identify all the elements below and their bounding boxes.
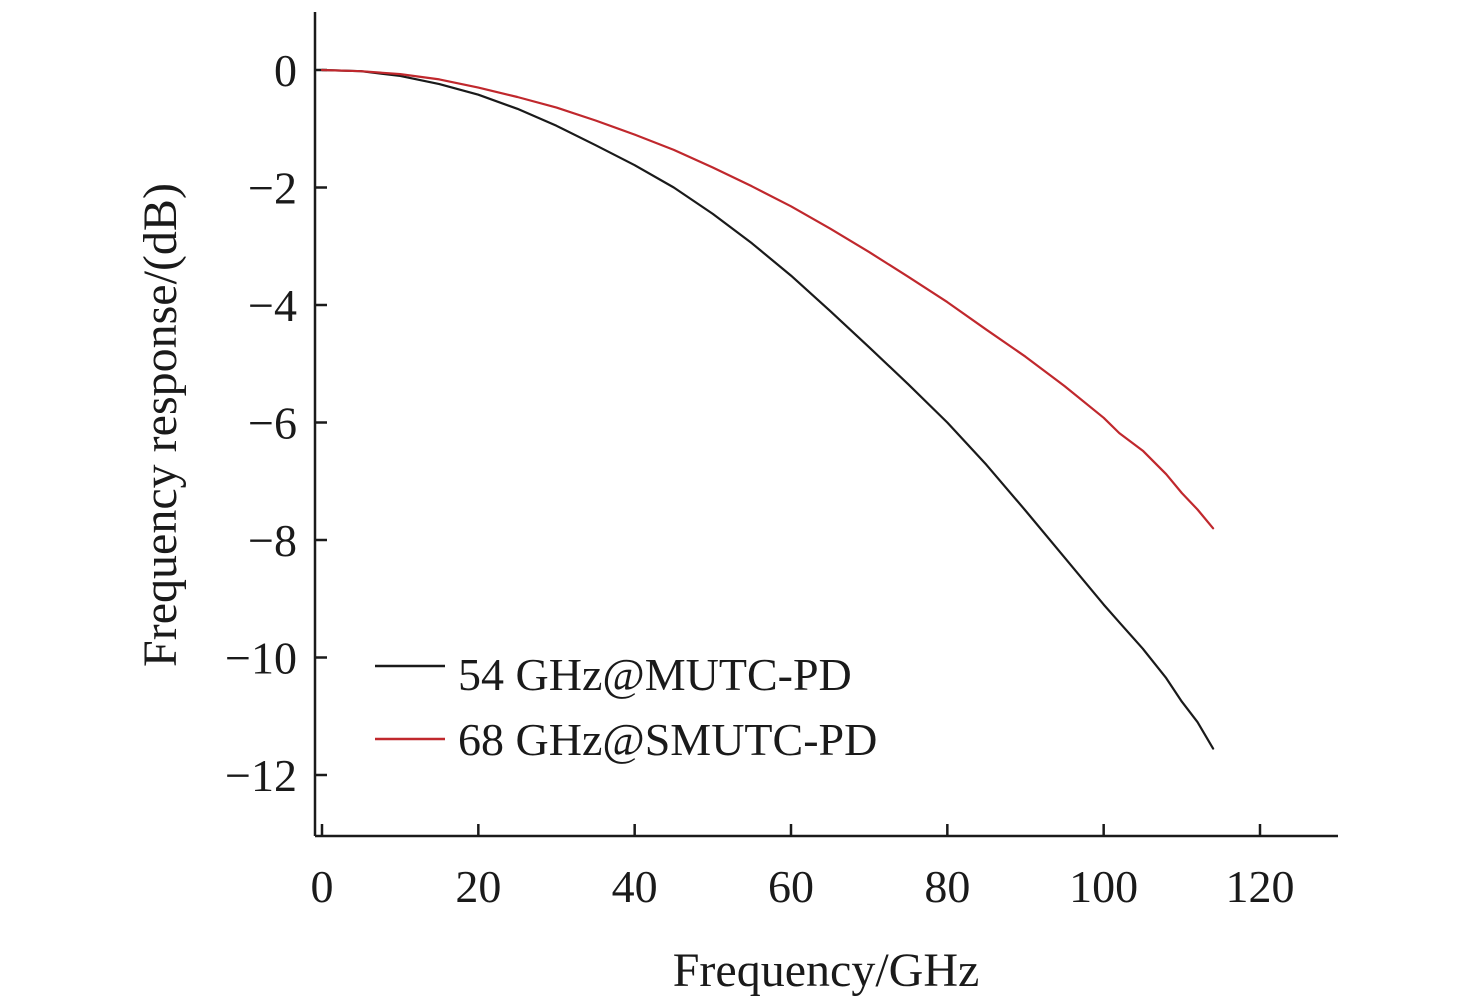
series-group <box>320 68 1215 750</box>
y-tick-label: −8 <box>248 515 297 566</box>
y-tick-label: −10 <box>225 633 297 684</box>
y-tick-label: −12 <box>225 750 297 801</box>
x-tick-label: 20 <box>455 861 501 912</box>
y-tick-label: −4 <box>248 280 297 331</box>
x-tick-label: 60 <box>768 861 814 912</box>
x-axis-label: Frequency/GHz <box>673 944 980 997</box>
series-line-1 <box>320 68 1215 530</box>
y-tick-label: −2 <box>248 163 297 214</box>
y-tick-label: 0 <box>274 45 297 96</box>
y-ticks: 0 −2 −4 −6 −8 −10 −12 <box>225 45 327 801</box>
x-tick-label: 120 <box>1226 861 1295 912</box>
legend-label-smutc: 68 GHz@SMUTC-PD <box>458 714 877 765</box>
x-tick-label: 80 <box>924 861 970 912</box>
x-ticks: 0 20 40 60 80 100 120 <box>311 824 1295 912</box>
y-axis-label: Frequency response/(dB) <box>134 183 187 667</box>
y-tick-label: −6 <box>248 398 297 449</box>
series-line-0 <box>320 68 1215 750</box>
legend: 54 GHz@MUTC-PD 68 GHz@SMUTC-PD <box>375 649 877 765</box>
x-tick-label: 0 <box>311 861 334 912</box>
x-tick-label: 100 <box>1069 861 1138 912</box>
legend-label-mutc: 54 GHz@MUTC-PD <box>458 649 852 700</box>
x-tick-label: 40 <box>612 861 658 912</box>
axes <box>313 12 1338 838</box>
